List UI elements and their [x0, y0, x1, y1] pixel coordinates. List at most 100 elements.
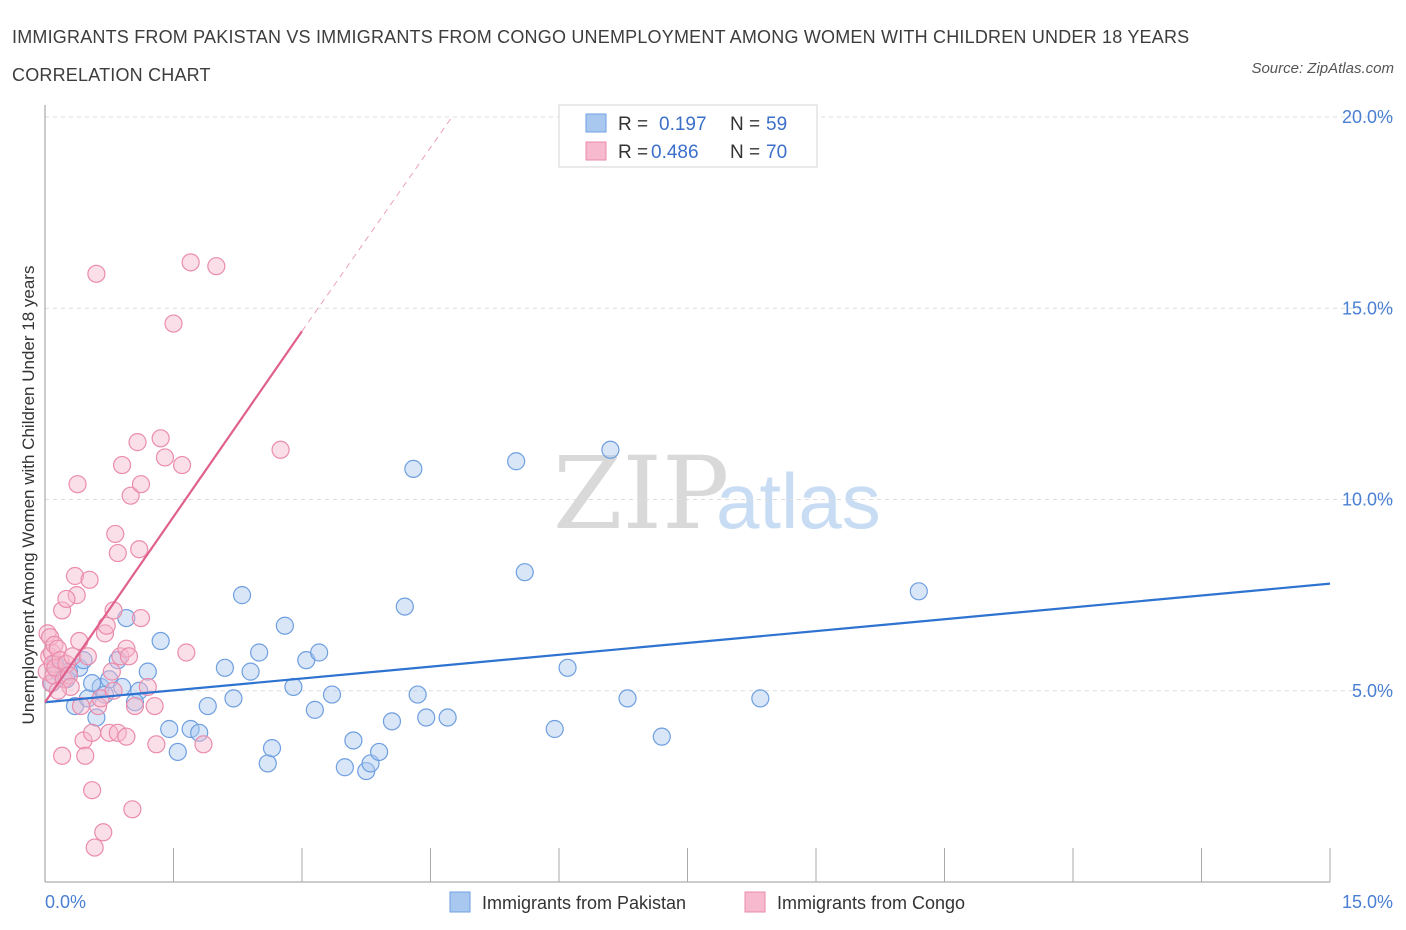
pakistan-point: [408, 685, 427, 704]
congo-point: [67, 586, 86, 605]
pakistan-point: [305, 700, 324, 719]
legend-swatch-pakistan: [585, 113, 607, 133]
bottom-legend-label-congo: Immigrants from Congo: [777, 893, 965, 913]
congo-point: [131, 475, 151, 494]
watermark-zip: ZIP: [553, 435, 729, 552]
pakistan-point: [258, 754, 277, 773]
congo-point: [85, 838, 104, 857]
bottom-legend-swatch-pakistan: [449, 891, 471, 913]
pakistan-point: [507, 452, 526, 471]
legend-n-label-congo: N =: [730, 142, 760, 163]
congo-point: [63, 647, 82, 666]
congo-point: [130, 540, 149, 559]
pakistan-point: [652, 727, 671, 746]
pakistan-point: [417, 708, 436, 727]
y-tick-labels: 5.0% 10.0% 15.0% 20.0%: [1342, 107, 1393, 701]
pakistan-point: [198, 696, 217, 716]
x-axis-ticks: [173, 848, 1331, 882]
pakistan-point: [160, 719, 179, 739]
congo-point: [181, 253, 200, 272]
congo-point: [106, 524, 125, 544]
congo-point: [271, 440, 290, 459]
pakistan-point: [344, 731, 363, 750]
legend-r-label-congo: R =: [618, 142, 648, 163]
pakistan-point: [601, 440, 620, 459]
pakistan-point: [335, 758, 354, 777]
congo-point: [70, 631, 89, 651]
pakistan-point: [322, 685, 342, 704]
y-tick-label: 15.0%: [1342, 298, 1393, 318]
congo-point: [78, 647, 97, 666]
congo-point: [125, 696, 145, 716]
congo-point: [108, 723, 127, 742]
congo-point: [128, 433, 147, 452]
pakistan-point: [224, 689, 243, 708]
gridlines: [45, 116, 1393, 692]
congo-point: [138, 677, 157, 697]
congo-trend-extension: [301, 116, 453, 332]
congo-point: [145, 696, 164, 716]
legend-n-value-congo: 70: [766, 142, 787, 163]
trend-lines: [44, 116, 1331, 704]
pakistan-point: [310, 643, 329, 662]
pakistan-point: [404, 459, 423, 478]
congo-point: [48, 639, 67, 658]
pakistan-point: [250, 643, 269, 662]
congo-point: [131, 608, 151, 628]
congo-point: [80, 570, 99, 589]
pakistan-point: [262, 739, 282, 758]
legend-n-value-pakistan: 59: [766, 114, 787, 135]
congo-point: [102, 662, 121, 681]
congo-point: [83, 723, 102, 742]
pakistan-point: [438, 708, 457, 727]
congo-trend-line: [44, 330, 303, 703]
congo-point: [123, 800, 142, 819]
stats-legend: R = 0.197 N = 59 R = 0.486 N = 70: [558, 104, 818, 168]
congo-point: [117, 727, 136, 746]
pakistan-point: [241, 662, 260, 681]
chart-title: IMMIGRANTS FROM PAKISTAN VS IMMIGRANTS F…: [12, 27, 1190, 85]
congo-point: [119, 647, 139, 666]
pakistan-trend-line: [44, 582, 1331, 704]
pakistan-point: [545, 719, 564, 739]
pakistan-point: [382, 712, 402, 731]
congo-point: [164, 314, 183, 333]
congo-point: [95, 624, 115, 643]
bottom-legend-swatch-congo: [744, 891, 766, 913]
congo-point: [97, 616, 116, 635]
congo-point: [172, 455, 192, 475]
pakistan-point: [181, 719, 200, 739]
congo-point: [108, 543, 127, 563]
pakistan-point: [83, 673, 102, 693]
congo-point: [53, 746, 72, 765]
bottom-legend-label-pakistan: Immigrants from Pakistan: [482, 893, 686, 913]
x-tick-label-max: 15.0%: [1342, 892, 1393, 912]
congo-point: [121, 486, 140, 505]
y-axis-label: Unemployment Among Women with Children U…: [19, 266, 38, 725]
watermark-atlas: atlas: [716, 457, 881, 545]
congo-point: [151, 429, 170, 448]
congo-point: [112, 455, 132, 475]
congo-point: [76, 746, 95, 765]
congo-point: [83, 781, 102, 800]
congo-point: [53, 601, 72, 620]
congo-point: [57, 589, 76, 609]
congo-point: [68, 475, 87, 494]
legend-n-label-pakistan: N =: [730, 114, 760, 135]
congo-point: [155, 448, 175, 467]
pakistan-point: [284, 677, 303, 697]
pakistan-point: [275, 616, 294, 635]
pakistan-point: [215, 658, 234, 677]
legend-r-value-pakistan: 0.197: [659, 114, 707, 135]
pakistan-point: [151, 631, 170, 651]
pakistan-point: [618, 689, 637, 708]
y-tick-label: 5.0%: [1352, 681, 1393, 701]
y-tick-label: 20.0%: [1342, 107, 1393, 127]
legend-r-label-pakistan: R =: [618, 114, 648, 135]
series-legend: Immigrants from Pakistan Immigrants from…: [449, 891, 965, 913]
pakistan-point: [558, 658, 577, 677]
pakistan-point: [232, 586, 252, 605]
pakistan-point: [370, 742, 389, 762]
congo-point: [177, 643, 196, 662]
